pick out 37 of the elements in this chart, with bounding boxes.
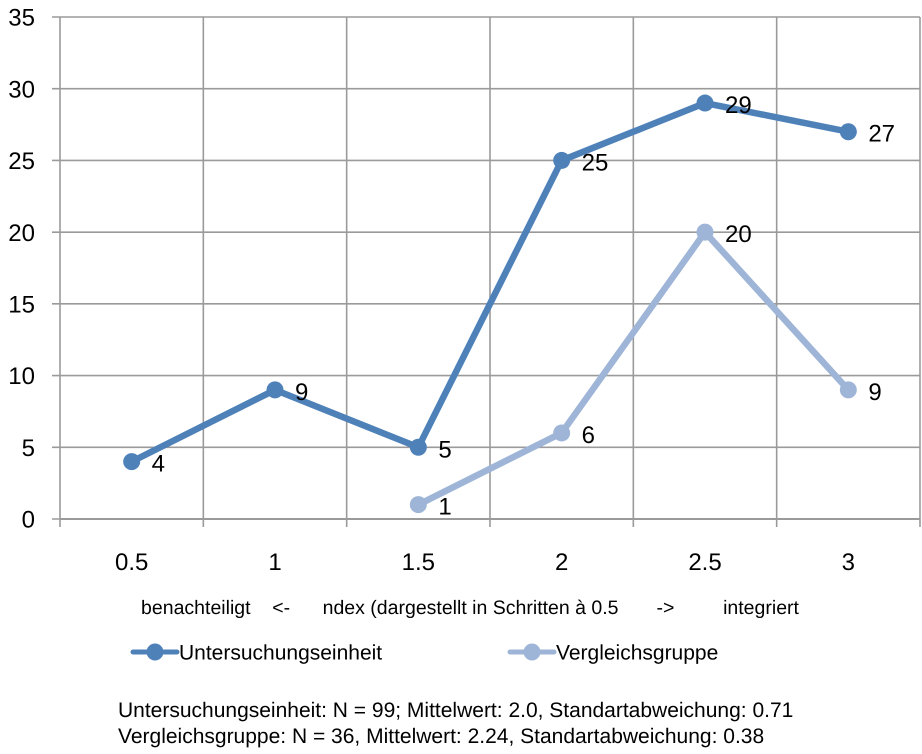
point bbox=[553, 152, 570, 169]
text: Untersuchungseinheit: N = 99; Mittelwert: 2.0, Standartabweichung: 0.71 bbox=[118, 699, 794, 722]
legend-label: Untersuchungseinheit bbox=[179, 642, 382, 665]
text: Vergleichsgruppe: N = 36, Mittelwert: 2.24, Standartabweichung: 0.38 bbox=[118, 725, 764, 748]
y-tick-label: 30 bbox=[8, 76, 35, 104]
data-label: 9 bbox=[868, 378, 882, 406]
point bbox=[410, 496, 427, 514]
y-tick-label: 15 bbox=[8, 291, 35, 318]
y-tick-label: 25 bbox=[8, 148, 35, 176]
y-tick-label: 5 bbox=[22, 434, 35, 462]
data-label: 4 bbox=[152, 450, 166, 478]
data-label: 20 bbox=[725, 221, 752, 248]
point bbox=[123, 453, 140, 470]
x-tick-label: 3 bbox=[842, 549, 856, 576]
x-tick-label: 2.5 bbox=[688, 549, 722, 576]
y-tick-label: 0 bbox=[22, 506, 35, 534]
x-tick-label: 1.5 bbox=[402, 549, 436, 576]
point bbox=[266, 381, 284, 398]
x-tick-label: 0.5 bbox=[114, 549, 148, 576]
point bbox=[840, 381, 857, 398]
legend-label: Vergleichsgruppe bbox=[556, 642, 718, 665]
data-label: 5 bbox=[438, 436, 452, 464]
point bbox=[840, 123, 857, 140]
data-label: 25 bbox=[582, 149, 608, 176]
point bbox=[696, 224, 714, 241]
y-tick-label: 20 bbox=[8, 220, 35, 247]
point bbox=[553, 424, 570, 442]
point bbox=[696, 94, 714, 112]
data-label: 27 bbox=[868, 120, 896, 148]
point bbox=[410, 438, 427, 456]
data-label: 1 bbox=[438, 494, 452, 521]
x-tick-label: 2 bbox=[554, 549, 568, 576]
data-label: 6 bbox=[582, 422, 596, 449]
x-tick-label: 1 bbox=[268, 549, 282, 576]
x-axis-title: benachteiligt <- ndex (dargestellt in Schritten à 0.5 -> integriert bbox=[141, 597, 800, 619]
y-tick-label: 35 bbox=[8, 4, 35, 32]
y-tick-label: 10 bbox=[8, 363, 35, 390]
